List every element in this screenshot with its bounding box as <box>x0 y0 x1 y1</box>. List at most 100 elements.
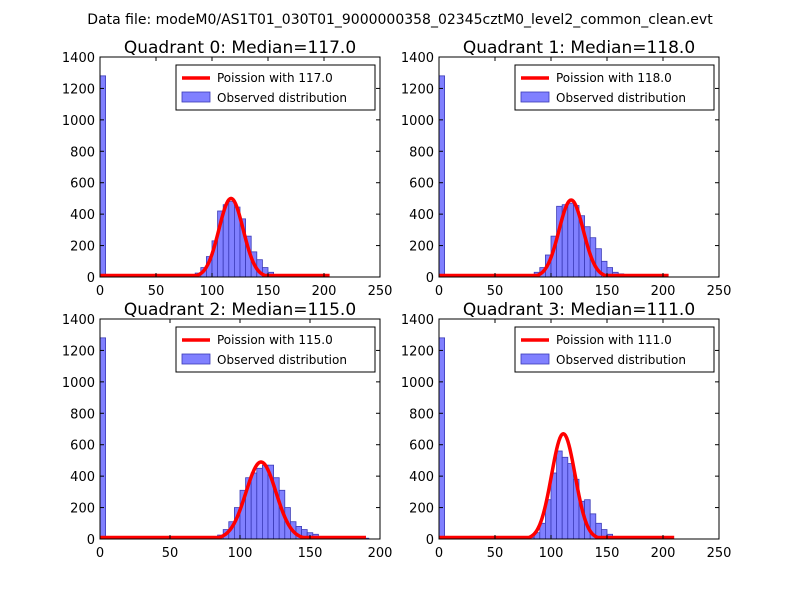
x-tick-label: 150 <box>298 546 323 561</box>
x-tick-label: 50 <box>487 284 504 299</box>
legend-entry-observed: Observed distribution <box>217 353 347 367</box>
panel-title: Quadrant 0: Median=117.0 <box>124 38 356 58</box>
poisson-line <box>100 196 331 277</box>
axes-frame <box>438 56 720 278</box>
y-tick-label: 1000 <box>62 376 95 391</box>
y-tick-label: 1000 <box>62 114 95 129</box>
x-tick-label: 250 <box>707 546 732 561</box>
y-tick-label: 200 <box>409 502 434 517</box>
y-tick-label: 800 <box>409 407 434 422</box>
y-tick-label: 400 <box>70 470 95 485</box>
x-tick-label: 250 <box>368 284 393 299</box>
x-tick-label: 150 <box>595 546 620 561</box>
legend-bar-swatch <box>181 353 211 365</box>
x-tick-label: 200 <box>312 284 337 299</box>
figure-suptitle: Data file: modeM0/AS1T01_030T01_90000003… <box>87 12 713 28</box>
legend-entry-poisson: Poission with 118.0 <box>556 71 672 85</box>
y-tick-label: 200 <box>409 240 434 255</box>
y-tick-label: 400 <box>409 470 434 485</box>
plot-area <box>439 75 670 277</box>
histogram-bar <box>261 464 269 539</box>
y-tick-label: 1000 <box>401 376 434 391</box>
y-tick-label: 400 <box>409 208 434 223</box>
histogram-bar <box>250 472 258 539</box>
legend-entry-observed: Observed distribution <box>217 91 347 105</box>
y-tick-label: 1200 <box>401 82 434 97</box>
y-tick-label: 1400 <box>62 51 95 66</box>
y-tick-label: 0 <box>426 533 434 548</box>
y-tick-label: 1400 <box>401 313 434 328</box>
chart-panel-2: 0 50 100 150 200 0 200 400 600 800 1000 1200 1400 Qua… <box>62 300 393 561</box>
legend-box <box>175 326 376 373</box>
x-tick-label: 50 <box>148 284 165 299</box>
poisson-line <box>439 198 670 277</box>
legend-entry-poisson: Poission with 115.0 <box>217 333 333 347</box>
axes-frame <box>99 56 381 278</box>
x-tick-label: 100 <box>539 284 564 299</box>
y-tick-label: 800 <box>70 145 95 160</box>
x-tick-label: 200 <box>368 546 393 561</box>
poisson-line <box>439 431 675 539</box>
panel-title: Quadrant 3: Median=111.0 <box>463 300 695 320</box>
y-tick-label: 600 <box>70 177 95 192</box>
x-tick-label: 100 <box>539 546 564 561</box>
legend-entry-poisson: Poission with 111.0 <box>556 333 672 347</box>
x-tick-label: 250 <box>707 284 732 299</box>
x-tick-label: 0 <box>435 546 443 561</box>
x-tick-label: 200 <box>651 284 676 299</box>
y-tick-label: 1000 <box>401 114 434 129</box>
legend-bar-swatch <box>520 91 550 103</box>
y-tick-label: 1200 <box>401 344 434 359</box>
y-tick-label: 1200 <box>62 82 95 97</box>
histogram-bar <box>439 75 445 277</box>
x-tick-label: 150 <box>595 284 620 299</box>
y-tick-label: 0 <box>87 533 95 548</box>
x-tick-label: 100 <box>228 546 253 561</box>
histogram-bar <box>439 337 445 539</box>
y-tick-label: 1200 <box>62 344 95 359</box>
x-tick-label: 0 <box>96 546 104 561</box>
histogram-bar <box>228 201 235 277</box>
chart-panel-0: 0 50 100 150 200 250 0 200 400 600 800 1000 1200 1400… <box>62 38 393 299</box>
y-tick-label: 600 <box>409 439 434 454</box>
y-tick-label: 0 <box>426 271 434 286</box>
histogram-bar <box>100 337 106 539</box>
x-tick-label: 0 <box>435 284 443 299</box>
plot-area <box>100 337 370 539</box>
legend-entry-poisson: Poission with 117.0 <box>217 71 333 85</box>
axes-frame <box>438 318 720 540</box>
poisson-line <box>100 460 367 539</box>
legend-entry-observed: Observed distribution <box>556 353 686 367</box>
plot-area <box>100 75 331 277</box>
histogram-bar <box>561 456 569 539</box>
panel-title: Quadrant 1: Median=118.0 <box>463 38 695 58</box>
y-tick-label: 200 <box>70 240 95 255</box>
x-tick-label: 200 <box>651 546 676 561</box>
y-tick-label: 800 <box>70 407 95 422</box>
legend-box <box>514 326 715 373</box>
x-tick-label: 50 <box>487 546 504 561</box>
histogram-bar <box>556 450 563 539</box>
y-tick-label: 0 <box>87 271 95 286</box>
legend-bar-swatch <box>181 91 211 103</box>
legend-box <box>175 64 376 111</box>
histogram-bar <box>100 75 106 277</box>
y-tick-label: 200 <box>70 502 95 517</box>
chart-panel-1: 0 50 100 150 200 250 0 200 400 600 800 1000 1200 1400… <box>401 38 732 299</box>
y-tick-label: 1400 <box>62 313 95 328</box>
x-tick-label: 0 <box>96 284 104 299</box>
legend-bar-swatch <box>520 353 550 365</box>
legend-entry-observed: Observed distribution <box>556 91 686 105</box>
x-tick-label: 100 <box>200 284 225 299</box>
x-tick-label: 50 <box>162 546 179 561</box>
chart-panel-3: 0 50 100 150 200 250 0 200 400 600 800 1000 1200 1400… <box>401 300 732 561</box>
y-tick-label: 600 <box>70 439 95 454</box>
y-tick-label: 600 <box>409 177 434 192</box>
panel-title: Quadrant 2: Median=115.0 <box>124 300 356 320</box>
legend-box <box>514 64 715 111</box>
histogram-bar <box>567 202 574 277</box>
histogram-bar <box>256 467 263 539</box>
histogram-bar <box>567 463 574 539</box>
y-tick-label: 800 <box>409 145 434 160</box>
y-tick-label: 1400 <box>401 51 434 66</box>
